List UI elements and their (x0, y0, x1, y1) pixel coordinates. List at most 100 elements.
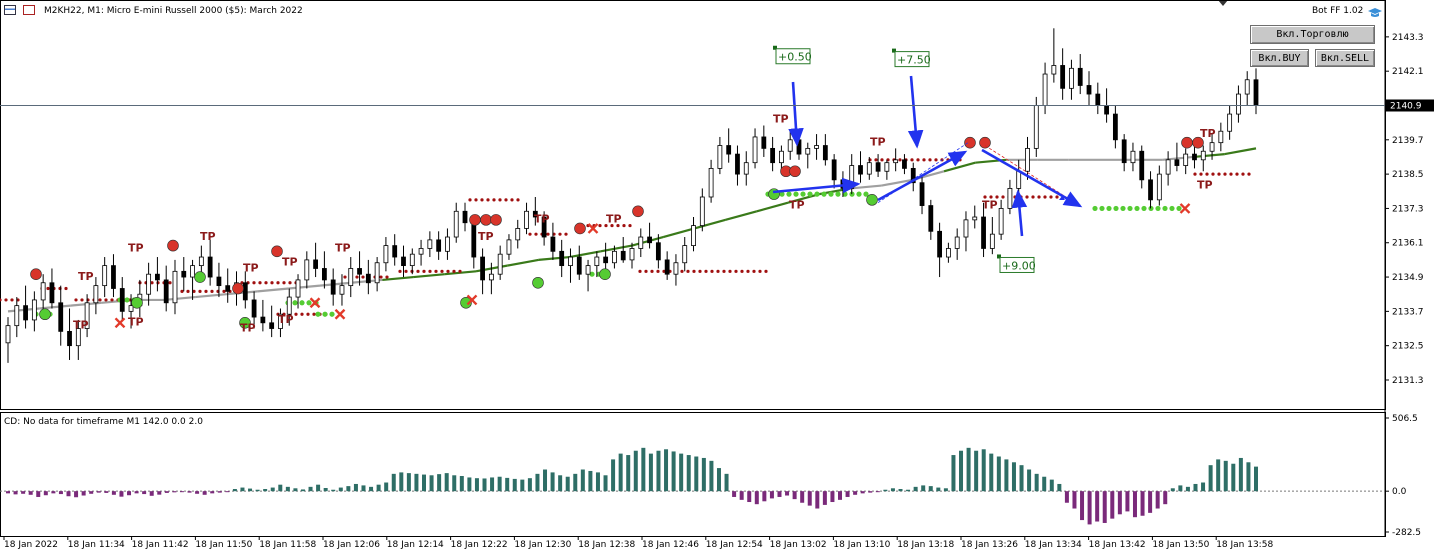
entry-level-dot (1127, 205, 1133, 212)
histogram-bar (565, 476, 570, 492)
entry-level-dot (329, 311, 335, 317)
entry-level-dot (800, 191, 806, 197)
price-tick-label: 2142.1 (1392, 67, 1424, 77)
sl-level-dot (282, 312, 286, 316)
candle-body (198, 256, 204, 267)
sl-level-dot (989, 195, 993, 199)
price-tick-label: 2143.3 (1392, 33, 1424, 43)
enable-sell-button[interactable]: Вкл.SELL (1315, 49, 1375, 67)
entry-level-dot (322, 311, 328, 317)
histogram-bar (391, 473, 396, 492)
histogram-bar (482, 478, 487, 492)
candle-body (761, 136, 767, 149)
candle-body (409, 253, 415, 267)
entry-level-dot (1113, 205, 1119, 212)
histogram-bar (217, 491, 222, 493)
candle-body (225, 285, 231, 292)
close-cross-icon (1179, 203, 1191, 214)
histogram-bar (1034, 473, 1039, 492)
candle-body (102, 265, 108, 287)
histogram-bar (263, 489, 268, 492)
histogram-bar (1087, 491, 1092, 525)
candle-body (1209, 142, 1215, 152)
candle-body (23, 305, 28, 321)
candle-body (928, 205, 934, 232)
candle-body (735, 153, 740, 175)
chart-window-icon[interactable] (23, 5, 35, 15)
profit-label-anchor (773, 45, 777, 50)
sl-level-dot (898, 158, 902, 162)
sl-level-dot (1013, 195, 1017, 199)
histogram-bar (285, 486, 290, 492)
candle-body (260, 316, 266, 324)
histogram-bar (278, 484, 283, 492)
moving-average-segment (39, 304, 71, 310)
candle-body (392, 245, 398, 258)
sl-level-dot (644, 269, 648, 273)
trade-marker (789, 165, 801, 178)
price-tick-label: 2134.9 (1392, 273, 1424, 283)
small-arrow-icon (1059, 196, 1065, 200)
histogram-bar (1246, 462, 1251, 492)
blue-arrow (907, 75, 924, 149)
histogram-bar (376, 484, 381, 492)
histogram-bar (338, 487, 343, 492)
candle-body (348, 268, 354, 287)
moving-average-segment (195, 293, 227, 299)
histogram-bar (142, 491, 147, 495)
histogram-bar (611, 459, 616, 492)
time-tick-label: 18 Jan 13:34 (1025, 540, 1082, 550)
histogram-bar (164, 491, 169, 493)
entry-level-dot (1162, 205, 1168, 212)
sl-level-dot (150, 281, 154, 285)
histogram-bar (913, 486, 918, 492)
histogram-bar (641, 447, 646, 492)
candle-body (1200, 150, 1206, 161)
entry-level-dot (306, 300, 312, 306)
candle-body (779, 150, 784, 164)
candle-body (295, 279, 301, 298)
histogram-bar (89, 491, 94, 494)
chart-type-icon[interactable] (4, 5, 16, 15)
histogram-bar (149, 491, 154, 496)
one-click-toggle-icon[interactable] (1218, 0, 1228, 6)
histogram-bar (232, 489, 237, 492)
arrows-layer (772, 75, 1083, 237)
candle-body (172, 270, 178, 304)
histogram-bar (1185, 486, 1190, 492)
enable-trading-button[interactable]: Вкл.Торговлю (1250, 25, 1375, 44)
candle-body (1253, 79, 1259, 106)
histogram-bar (467, 477, 472, 492)
histogram-bar (739, 491, 744, 500)
entry-level-dot (292, 300, 298, 306)
histogram-bar (520, 479, 525, 492)
enable-buy-button[interactable]: Вкл.BUY (1250, 49, 1309, 67)
histogram-bar (1080, 491, 1085, 521)
entry-level-dot (589, 271, 595, 277)
histogram-bar (323, 488, 328, 492)
histogram-bar (474, 478, 479, 492)
sl-level-dot (294, 312, 298, 316)
candle-body (401, 256, 406, 267)
entry-level-dot (786, 191, 792, 197)
sl-level-dot (222, 289, 226, 293)
tp-label: TP (335, 241, 351, 254)
trade-marker (480, 214, 492, 226)
moving-average-segment (413, 273, 445, 279)
candle-body (787, 139, 793, 152)
sl-level-dot (1229, 172, 1233, 176)
moving-average-segment (850, 184, 882, 190)
histogram-bar (406, 473, 411, 492)
trade-marker (599, 268, 611, 280)
sl-level-dot (546, 232, 550, 236)
candle-body (418, 248, 424, 255)
price-tick-label: 2138.5 (1392, 170, 1424, 180)
entry-level-dot (807, 191, 813, 197)
histogram-bar (384, 482, 389, 492)
sl-level-dot (616, 223, 620, 228)
histogram-bar (353, 483, 358, 492)
moving-average-segment (163, 295, 196, 302)
sl-level-dot (983, 195, 987, 199)
sl-level-dot (64, 286, 68, 291)
